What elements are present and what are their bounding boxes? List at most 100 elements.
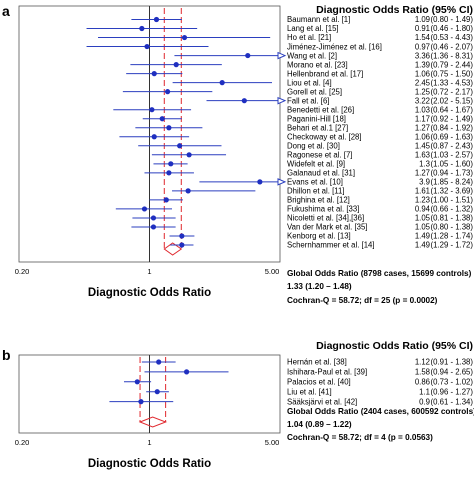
point-estimate [153, 16, 160, 23]
study-name: Baumann et al. [1] [287, 15, 350, 24]
study-odds-ratio: 1.1 [419, 387, 430, 396]
pooled-diamond [163, 242, 183, 256]
study-odds-ratio: 1.17 [415, 114, 430, 123]
summary-line: Global Odds Ratio (8798 cases, 15699 con… [287, 269, 472, 278]
study-name: Galanaud et al. [31] [287, 169, 355, 178]
study-ci: (0.61 - 1.34) [431, 397, 474, 406]
point-estimate [173, 62, 179, 68]
chart-title: Diagnostic Odds Ratio (95% CI) [316, 340, 473, 352]
study-odds-ratio: 1.45 [415, 141, 431, 150]
study-name: Gorell et al. [25] [287, 87, 342, 96]
study-name: Kenborg et al. [13] [287, 232, 351, 241]
study-row: Benedetti et al. [26] 1.03 (0.64 - 1.67) [113, 105, 473, 114]
study-odds-ratio: 3.36 [415, 51, 430, 60]
study-name: Ishihara-Paul et al. [39] [287, 368, 367, 377]
point-estimate [141, 206, 148, 212]
study-row: Paganini-Hill [18] 1.17 (0.92 - 1.49) [142, 114, 474, 123]
pooled-diamond [138, 416, 168, 428]
study-name: Widefelt et al. [9] [287, 160, 345, 169]
study-name: Behari et al.1 [27] [287, 123, 348, 132]
point-estimate [179, 233, 185, 239]
study-odds-ratio: 3.22 [415, 96, 430, 105]
study-name: Van der Mark et al. [35] [287, 223, 367, 232]
study-name: Ho et al. [21] [287, 33, 331, 42]
x-tick-label: 5.00 [265, 438, 280, 447]
study-row: Dong et al. [30] 1.45 (0.87 - 2.43) [138, 141, 473, 150]
x-tick-label: 5.00 [265, 267, 280, 276]
study-odds-ratio: 1.05 [415, 214, 431, 223]
study-row: Evans et al. [10] 3.9 (1.85 - 8.24) [199, 178, 473, 187]
study-ci: (1.32 - 3.69) [431, 187, 474, 196]
x-axis-label: Diagnostic Odds Ratio [88, 458, 211, 470]
study-odds-ratio: 1.03 [415, 105, 430, 114]
study-odds-ratio: 2.45 [415, 78, 431, 87]
study-name: Brighina et al. [12] [287, 196, 350, 205]
study-odds-ratio: 1.63 [415, 151, 430, 160]
study-row: Ho et al. [21] 1.54 (0.53 - 4.43) [98, 33, 473, 42]
study-name: Liu et al. [41] [287, 387, 332, 396]
study-odds-ratio: 0.91 [415, 24, 430, 33]
x-axis-label: Diagnostic Odds Ratio [88, 287, 211, 299]
point-estimate [219, 80, 225, 86]
study-name: Hernán et al. [38] [287, 358, 347, 367]
study-odds-ratio: 1.06 [415, 132, 430, 141]
point-estimate [183, 369, 190, 375]
study-ci: (0.92 - 1.49) [431, 114, 474, 123]
study-row: Nicoletti et al. [34],[36] 1.05 (0.81 - 1.… [132, 214, 473, 223]
study-ci: (1.85 - 8.24) [431, 178, 474, 187]
study-name: Jiménez-Jiménez et al. [16] [287, 42, 382, 51]
study-odds-ratio: 3.9 [419, 178, 430, 187]
point-estimate [245, 52, 251, 59]
study-row: Jiménez-Jiménez et al. [16] 0.97 (0.46 - 2… [86, 42, 473, 51]
summary-line: 1.04 (0.89 – 1.22) [287, 420, 352, 429]
study-ci: (0.75 - 1.50) [431, 69, 474, 78]
study-ci: (1.36 - 8.31) [431, 51, 474, 60]
study-ci: (0.79 - 2.44) [431, 60, 474, 69]
point-estimate [166, 125, 172, 131]
forest-panel-a: a Diagnostic Odds Ratio (95% CI)Baumann e… [2, 3, 473, 305]
study-ci: (0.94 - 1.73) [431, 169, 474, 178]
study-ci: (0.73 - 1.02) [431, 378, 474, 387]
study-name: Palacios et al. [40] [287, 378, 351, 387]
study-row: Dhillon et al. [11] 1.61 (1.32 - 3.69) [172, 187, 473, 196]
point-estimate [257, 179, 263, 185]
study-row: Schernhammer et al. [14] 1.49 (1.29 - 1.72… [170, 241, 473, 250]
study-ci: (1.05 - 1.60) [431, 160, 474, 169]
point-estimate [241, 98, 247, 104]
summary-line: Cochran-Q = 58.72; df = 4 (p = 0.0563) [287, 433, 433, 442]
x-tick-label: 0.20 [15, 438, 30, 447]
x-tick-label: 1 [147, 267, 151, 276]
point-estimate [168, 161, 174, 167]
point-estimate [159, 116, 165, 122]
study-row: Kenborg et al. [13] 1.49 (1.28 - 1.74) [169, 232, 473, 241]
study-name: Nicoletti et al. [34],[36] [287, 214, 364, 223]
study-odds-ratio: 1.12 [415, 358, 430, 367]
study-odds-ratio: 1.49 [415, 232, 430, 241]
study-row: Palacios et al. [40] 0.86 (0.73 - 1.02) [123, 378, 474, 387]
point-estimate [166, 170, 172, 176]
study-ci: (1.00 - 1.51) [431, 196, 474, 205]
study-row: Wang et al. [2] 3.36 (1.36 - 8.31) [174, 51, 473, 60]
study-name: Hellenbrand et al. [17] [287, 69, 363, 78]
point-estimate [163, 197, 169, 203]
study-ci: (0.64 - 1.67) [431, 105, 474, 114]
point-estimate [164, 89, 171, 95]
study-ci: (1.29 - 1.72) [431, 241, 474, 250]
chart-title: Diagnostic Odds Ratio (95% CI) [316, 4, 473, 16]
study-name: Fall et al. [6] [287, 96, 329, 105]
x-tick-label: 1 [147, 438, 151, 447]
study-name: Lang et al. [15] [287, 24, 339, 33]
study-ci: (0.72 - 2.17) [431, 87, 474, 96]
study-row: Baumann et al. [1] 1.09 (0.80 - 1.49) [131, 15, 473, 24]
study-odds-ratio: 1.3 [419, 160, 430, 169]
point-estimate [150, 215, 157, 221]
study-name: Fukushima et al. [33] [287, 205, 359, 214]
study-name: Dong et al. [30] [287, 141, 340, 150]
study-ci: (0.53 - 4.43) [431, 33, 474, 42]
study-name: Wang et al. [2] [287, 51, 337, 60]
study-odds-ratio: 1.39 [415, 60, 430, 69]
x-tick-label: 0.20 [15, 267, 30, 276]
study-row: Liou et al. [4] 2.45 (1.33 - 4.53) [172, 78, 473, 87]
study-name: Liou et al. [4] [287, 78, 332, 87]
point-estimate [139, 25, 145, 32]
